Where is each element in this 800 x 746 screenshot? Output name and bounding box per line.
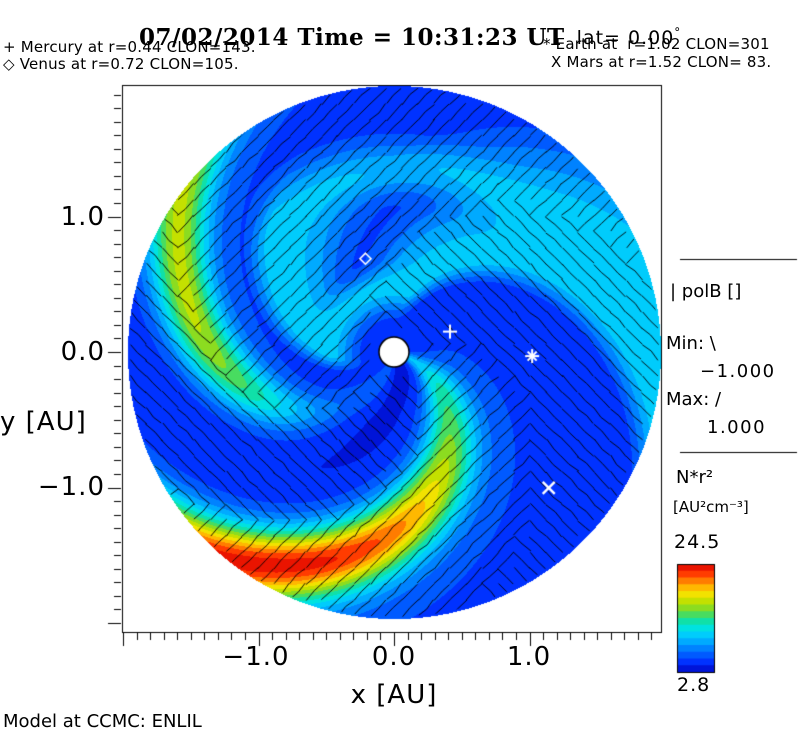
legend-venus: ◇ Venus at r=0.72 CLON=105. [3, 55, 239, 73]
polb-min-value: −1.000 [700, 361, 776, 382]
x-tick-label-1: 1.0 [506, 642, 552, 672]
y-axis-label: y [AU] [0, 407, 87, 437]
colorbar-units-label: [AU²cm⁻³] [673, 498, 749, 516]
page-title: 07/02/2014 Time = 10:31:23 UT lat= 0.00° [0, 10, 800, 65]
model-credit: Model at CCMC: ENLIL [3, 711, 202, 732]
y-tick-label-neg1: −1.0 [37, 472, 105, 502]
colorbar-max-value: 24.5 [674, 531, 721, 553]
colorbar-min-value: 2.8 [677, 674, 711, 696]
polb-max-label: Max: / [666, 389, 722, 410]
x-tick-label-0: 0.0 [371, 642, 417, 672]
legend-earth: * Earth at r=1.02 CLON=301 [543, 35, 770, 53]
y-tick-label-1: 1.0 [60, 202, 105, 232]
x-axis-label: x [AU] [350, 680, 438, 710]
title-lat-text: lat= 0.00 [576, 27, 675, 49]
legend-mars: X Mars at r=1.52 CLON= 83. [551, 53, 772, 71]
title-datetime: 07/02/2014 Time = 10:31:23 UT [139, 24, 565, 51]
legend-mercury: + Mercury at r=0.44 CLON=143. [3, 38, 256, 56]
polb-legend-heading: | polB [] [670, 281, 742, 302]
y-tick-label-0: 0.0 [60, 337, 105, 367]
degree-symbol: ° [674, 25, 682, 40]
polb-max-value: 1.000 [707, 417, 767, 438]
title-latitude: lat= 0.00° [577, 27, 682, 49]
polb-min-label: Min: \ [666, 333, 716, 354]
x-tick-label-neg1: −1.0 [222, 642, 290, 672]
colorbar-quantity-label: N*r² [676, 467, 714, 488]
